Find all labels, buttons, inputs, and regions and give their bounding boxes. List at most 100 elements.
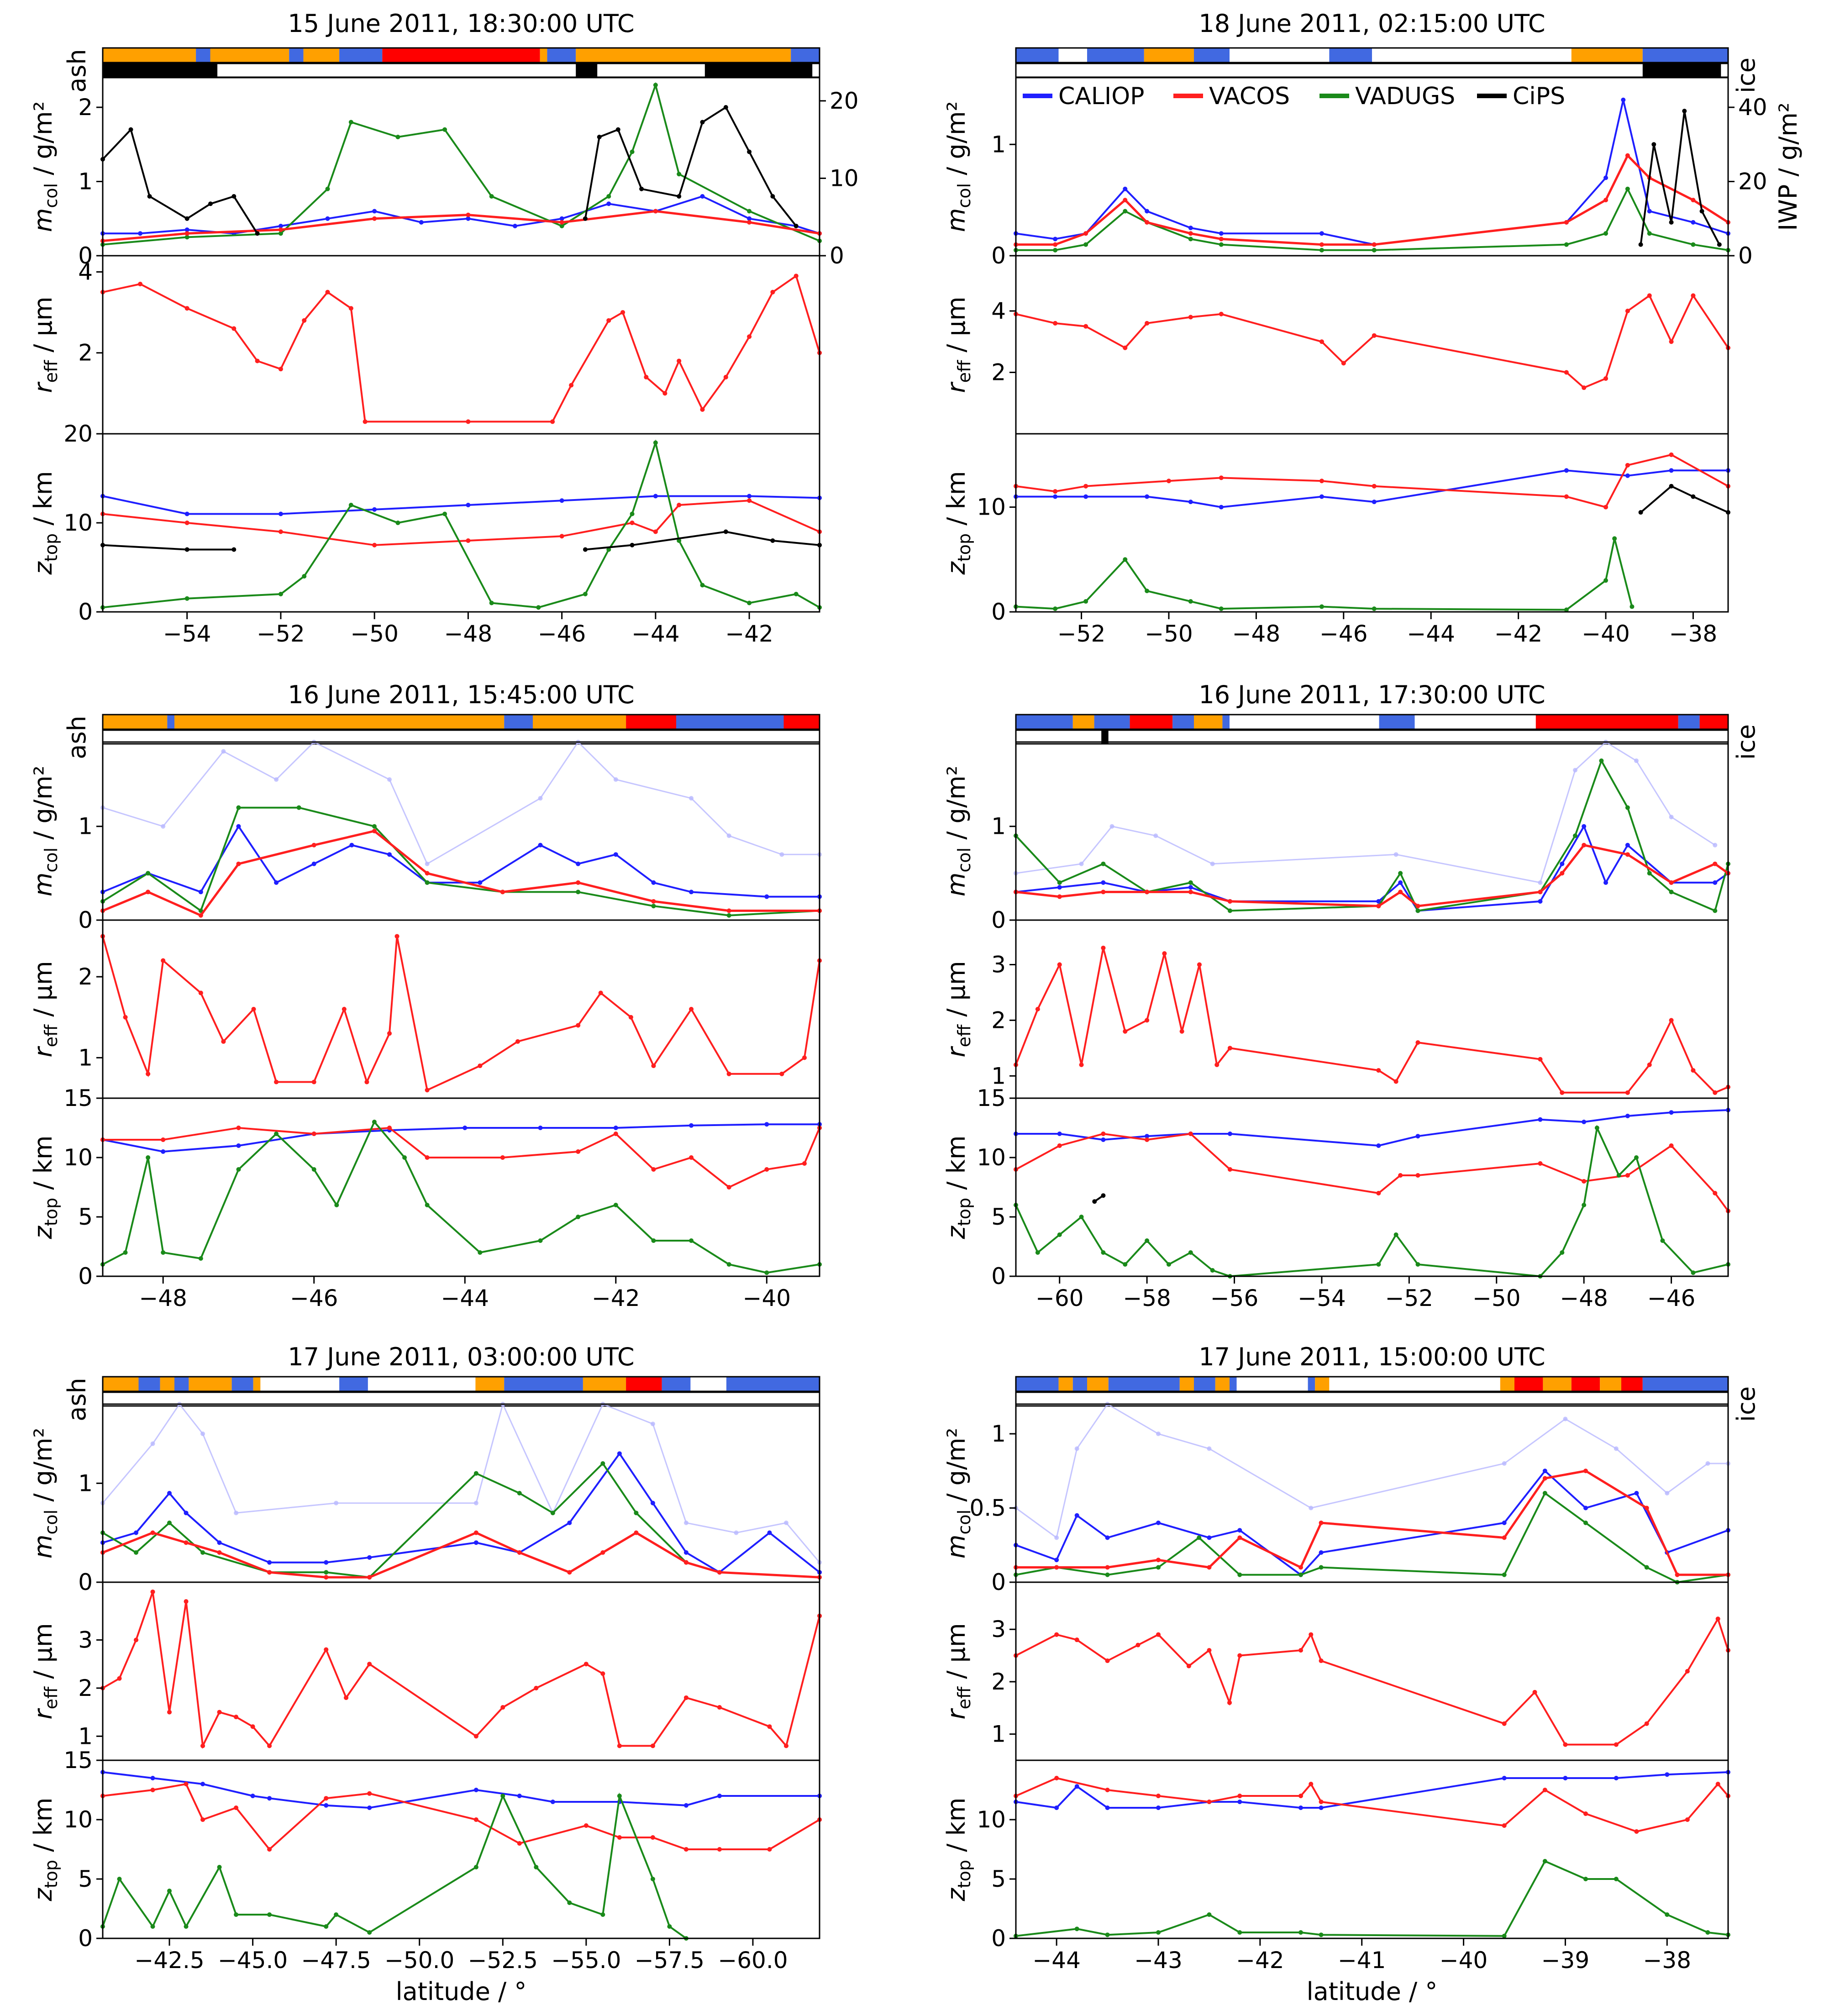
point-caliop_light bbox=[387, 777, 392, 782]
point-caliop bbox=[250, 1794, 255, 1798]
point-vacos bbox=[311, 842, 316, 847]
panel-title: 16 June 2011, 15:45:00 UTC bbox=[288, 680, 634, 709]
point-vacos bbox=[726, 908, 731, 913]
point-cips bbox=[1101, 1193, 1106, 1198]
point-vacos bbox=[150, 1530, 155, 1535]
xtick-label: −42 bbox=[1236, 1947, 1284, 1974]
series-vadugs bbox=[1016, 758, 1728, 912]
ytick-label: 0 bbox=[78, 1569, 93, 1595]
xtick-label: −44 bbox=[441, 1285, 489, 1311]
x-axis: −54 −52 −50 −48 −46 −44 −42 bbox=[163, 612, 773, 647]
class-segment bbox=[1058, 1377, 1073, 1391]
class-segment bbox=[339, 48, 383, 63]
point-vacos bbox=[200, 1743, 205, 1748]
point-vacos bbox=[274, 1079, 279, 1084]
point-vacos bbox=[1101, 945, 1106, 950]
series-vacos bbox=[1016, 1617, 1728, 1746]
point-vadugs bbox=[1415, 908, 1420, 913]
point-caliop bbox=[1625, 842, 1630, 847]
class-segment bbox=[1194, 1377, 1215, 1391]
point-vacos bbox=[500, 890, 505, 895]
iwp-axis: 0 20 40 IWP / g/m² bbox=[1728, 94, 1803, 269]
point-vacos bbox=[1309, 1782, 1314, 1786]
point-vacos bbox=[1625, 1090, 1630, 1095]
point-vadugs bbox=[747, 209, 752, 214]
ash-class-bar bbox=[1015, 47, 1729, 63]
xtick-label: −46 bbox=[1647, 1285, 1696, 1311]
point-vacos bbox=[311, 1132, 316, 1136]
point-caliop bbox=[613, 1126, 618, 1130]
point-vadugs bbox=[550, 1511, 555, 1516]
point-caliop bbox=[367, 1805, 372, 1810]
point-vacos bbox=[747, 498, 752, 503]
point-vacos bbox=[1644, 1721, 1649, 1726]
point-vacos bbox=[794, 274, 799, 279]
ytick-label: 1 bbox=[78, 168, 93, 195]
ash-class-bar bbox=[102, 47, 820, 63]
point-vadugs bbox=[1630, 604, 1635, 609]
point-caliop bbox=[167, 1491, 172, 1495]
ytick-label: 0 bbox=[991, 907, 1006, 933]
point-caliop bbox=[324, 1560, 329, 1565]
ice-label: ice bbox=[1732, 1386, 1761, 1422]
class-segment bbox=[1230, 48, 1330, 63]
series-vacos bbox=[1016, 1469, 1728, 1576]
class-segment bbox=[210, 48, 289, 63]
class-segment bbox=[1108, 1377, 1180, 1391]
class-segment bbox=[1642, 63, 1721, 77]
point-vacos bbox=[747, 334, 752, 339]
class-segment bbox=[1094, 715, 1130, 729]
point-vacos bbox=[1583, 1469, 1588, 1474]
point-caliop bbox=[1691, 220, 1696, 225]
point-vacos bbox=[1625, 309, 1630, 314]
point-vadugs bbox=[559, 224, 564, 228]
iwp-tick-label: 0 bbox=[1738, 242, 1753, 269]
point-vacos bbox=[1713, 1090, 1718, 1095]
class-segment bbox=[1087, 1377, 1109, 1391]
point-vadugs bbox=[334, 1912, 339, 1917]
class-segment bbox=[339, 1377, 368, 1391]
series-caliop bbox=[1016, 1469, 1728, 1576]
point-caliop_light bbox=[1153, 833, 1158, 838]
ytick-label: 15 bbox=[63, 1747, 93, 1774]
point-vadugs bbox=[1376, 1262, 1381, 1267]
ytick-label: 1 bbox=[991, 1721, 1006, 1748]
point-vacos bbox=[1715, 1616, 1720, 1621]
point-caliop bbox=[1502, 1776, 1507, 1780]
point-vacos bbox=[1603, 505, 1608, 510]
point-vacos bbox=[677, 503, 682, 507]
class-segment bbox=[167, 715, 174, 729]
point-cips bbox=[184, 216, 189, 221]
point-vadugs bbox=[324, 1570, 329, 1575]
series-vacos bbox=[103, 1783, 820, 1851]
point-cips2 bbox=[770, 538, 775, 543]
point-caliop bbox=[1237, 1800, 1242, 1804]
point-vacos bbox=[1538, 890, 1543, 895]
point-vacos bbox=[1372, 242, 1377, 247]
point-caliop_light bbox=[689, 796, 694, 801]
reff-frame bbox=[1015, 1581, 1729, 1761]
panel-title: 18 June 2011, 02:15:00 UTC bbox=[1198, 9, 1545, 38]
class-bar-frame bbox=[1015, 714, 1729, 730]
point-vacos bbox=[500, 1705, 505, 1710]
point-vadugs bbox=[302, 574, 307, 579]
point-vacos bbox=[146, 1071, 151, 1076]
xtick-label: −60 bbox=[1036, 1285, 1084, 1311]
point-vacos bbox=[372, 542, 377, 547]
point-vacos bbox=[517, 1550, 522, 1555]
legend-label-vacos: VACOS bbox=[1209, 83, 1290, 110]
point-caliop bbox=[1101, 1137, 1106, 1142]
point-vacos bbox=[342, 1007, 347, 1011]
point-vacos bbox=[478, 1063, 483, 1069]
mcol-ylabel: mcol / g/m² bbox=[29, 101, 61, 232]
class-segment bbox=[662, 1377, 691, 1391]
point-caliop bbox=[198, 890, 203, 895]
point-vacos bbox=[1614, 1742, 1619, 1747]
point-vadugs bbox=[1237, 1572, 1242, 1577]
class-segment bbox=[253, 1377, 261, 1391]
point-vacos bbox=[473, 1734, 478, 1739]
point-vadugs bbox=[184, 1924, 189, 1929]
class-segment bbox=[1699, 715, 1728, 729]
point-caliop_light bbox=[1210, 861, 1215, 866]
point-caliop bbox=[1083, 494, 1088, 499]
